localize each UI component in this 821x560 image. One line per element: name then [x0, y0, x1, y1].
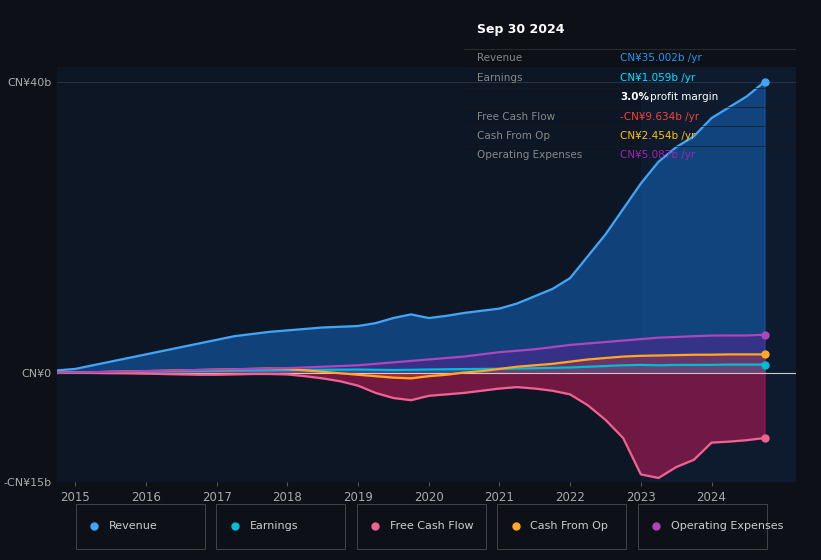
Text: CN¥35.002b /yr: CN¥35.002b /yr — [620, 53, 702, 63]
Bar — [641, 67, 818, 482]
Text: Free Cash Flow: Free Cash Flow — [390, 521, 474, 531]
Text: -CN¥9.634b /yr: -CN¥9.634b /yr — [620, 111, 699, 122]
Bar — [357, 504, 486, 549]
Text: Operating Expenses: Operating Expenses — [477, 151, 582, 161]
Text: CN¥2.454b /yr: CN¥2.454b /yr — [620, 131, 695, 141]
Text: Revenue: Revenue — [477, 53, 522, 63]
Text: Cash From Op: Cash From Op — [530, 521, 608, 531]
Text: Revenue: Revenue — [109, 521, 158, 531]
Text: Earnings: Earnings — [477, 73, 523, 83]
Bar — [498, 504, 626, 549]
Text: Sep 30 2024: Sep 30 2024 — [477, 23, 565, 36]
Text: profit margin: profit margin — [650, 92, 718, 102]
Text: CN¥1.059b /yr: CN¥1.059b /yr — [620, 73, 695, 83]
Text: Earnings: Earnings — [250, 521, 298, 531]
Text: Free Cash Flow: Free Cash Flow — [477, 111, 555, 122]
Text: Cash From Op: Cash From Op — [477, 131, 550, 141]
Text: 3.0%: 3.0% — [620, 92, 649, 102]
Bar — [638, 504, 767, 549]
Text: CN¥5.087b /yr: CN¥5.087b /yr — [620, 151, 695, 161]
Bar — [217, 504, 346, 549]
Bar — [76, 504, 205, 549]
Text: Operating Expenses: Operating Expenses — [671, 521, 783, 531]
